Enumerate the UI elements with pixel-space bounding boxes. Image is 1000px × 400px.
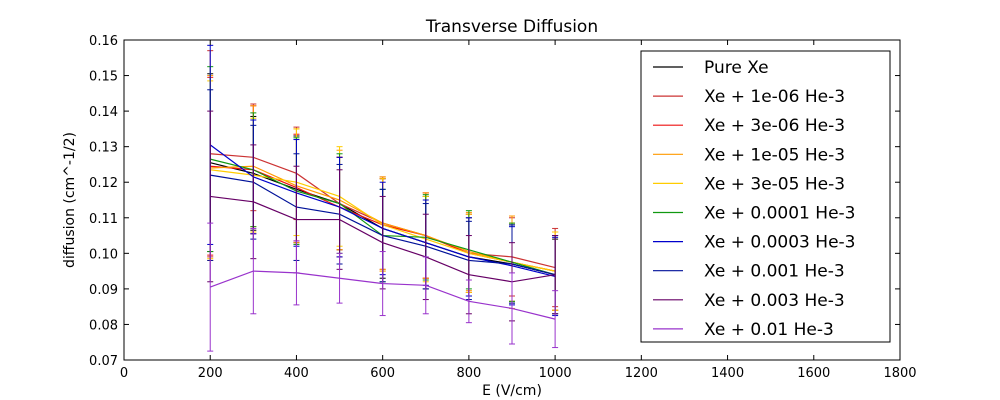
y-tick-label: 0.14 (89, 105, 118, 120)
legend-label: Xe + 3e-05 He-3 (704, 174, 845, 194)
axes: 0 200 400 600 800 1000 1200 1400 1600 1800 0.07 0.0… (89, 34, 917, 381)
x-tick-label: 1400 (711, 366, 744, 381)
x-tick-label: 1800 (883, 366, 916, 381)
legend-label: Xe + 0.01 He-3 (704, 320, 834, 340)
x-tick-label: 1200 (625, 366, 658, 381)
y-tick-label: 0.09 (89, 283, 118, 298)
plot-frame (123, 39, 901, 361)
x-tick-label: 400 (284, 366, 309, 381)
series-9 (207, 222, 559, 352)
legend: Pure Xe Xe + 1e-06 He-3 Xe + 3e-06 He-3 Xe … (640, 50, 891, 343)
y-axis-label: diffusion (cm^-1/2) (62, 132, 78, 268)
y-tick-label: 0.12 (89, 176, 118, 191)
x-tick-label: 200 (198, 366, 223, 381)
legend-label: Xe + 1e-05 He-3 (704, 145, 845, 165)
plot-series-group (207, 44, 559, 352)
legend-label: Xe + 0.0001 He-3 (704, 204, 855, 224)
y-tick-label: 0.15 (89, 70, 118, 85)
legend-label: Pure Xe (704, 58, 769, 78)
legend-label: Xe + 3e-06 He-3 (704, 116, 845, 136)
chart-title: Transverse Diffusion (425, 17, 598, 37)
x-tick-label: 800 (456, 366, 481, 381)
x-tick-label: 0 (120, 366, 128, 381)
y-tick-label: 0.11 (89, 212, 118, 227)
x-tick-label: 1000 (539, 366, 572, 381)
legend-label: Xe + 1e-06 He-3 (704, 87, 845, 107)
y-tick-label: 0.07 (89, 354, 118, 369)
legend-label: Xe + 0.003 He-3 (704, 291, 845, 311)
legend-label: Xe + 0.001 He-3 (704, 262, 845, 282)
y-tick-label: 0.13 (89, 141, 118, 156)
y-tick-label: 0.10 (89, 247, 118, 262)
y-tick-label: 0.08 (89, 318, 118, 333)
x-axis-label: E (V/cm) (482, 383, 542, 399)
y-tick-label: 0.16 (89, 34, 118, 49)
legend-label: Xe + 0.0003 He-3 (704, 233, 855, 253)
legend-box (640, 50, 891, 343)
x-tick-label: 600 (370, 366, 395, 381)
x-tick-label: 1600 (797, 366, 830, 381)
